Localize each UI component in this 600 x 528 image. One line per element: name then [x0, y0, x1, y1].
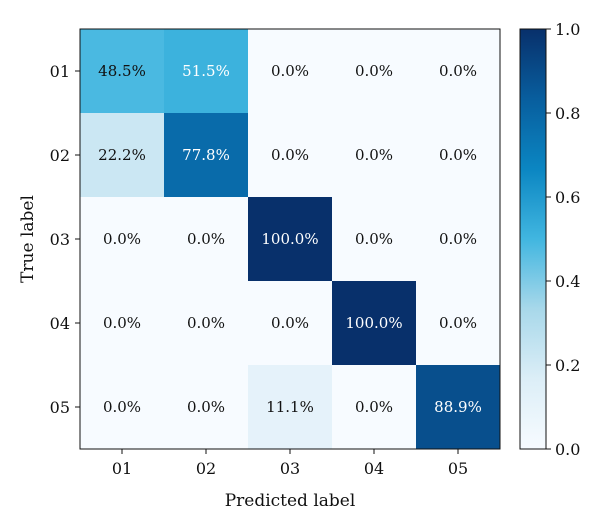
cell-label-03-05: 0.0% — [439, 230, 477, 248]
x-tick-label-03: 03 — [280, 459, 300, 478]
y-tick-label-04: 04 — [50, 314, 70, 333]
cell-label-05-04: 0.0% — [355, 398, 393, 416]
cell-label-01-04: 0.0% — [355, 62, 393, 80]
colorbar-tick-label-0.6: 0.6 — [555, 188, 580, 207]
heatmap-cell-03-01 — [80, 197, 164, 281]
colorbar-tick-label-0.8: 0.8 — [555, 104, 580, 123]
heatmap-cell-03-05 — [416, 197, 500, 281]
cell-label-04-01: 0.0% — [103, 314, 141, 332]
cell-label-03-04: 0.0% — [355, 230, 393, 248]
colorbar-tick-label-0.0: 0.0 — [555, 440, 580, 459]
heatmap-cell-03-04 — [332, 197, 416, 281]
heatmap-cell-02-01 — [80, 113, 164, 197]
y-tick-label-05: 05 — [50, 398, 70, 417]
y-axis-title: True label — [18, 195, 38, 283]
cell-label-01-05: 0.0% — [439, 62, 477, 80]
cell-label-04-04: 100.0% — [345, 314, 402, 332]
heatmap-cell-05-05 — [416, 365, 500, 449]
y-axis: 01 02 03 04 05 — [50, 62, 80, 417]
cell-label-02-02: 77.8% — [182, 146, 230, 164]
heatmap-cells: 48.5% 51.5% 0.0% 0.0% 0.0% 22.2% 77.8% 0.0% 0.0%… — [80, 29, 500, 449]
cell-label-05-05: 88.9% — [434, 398, 482, 416]
heatmap-cell-03-02 — [164, 197, 248, 281]
y-tick-label-02: 02 — [50, 146, 70, 165]
heatmap-cell-04-02 — [164, 281, 248, 365]
cell-label-01-03: 0.0% — [271, 62, 309, 80]
x-tick-label-02: 02 — [196, 459, 216, 478]
x-tick-label-05: 05 — [448, 459, 468, 478]
heatmap-cell-01-04 — [332, 29, 416, 113]
cell-label-04-03: 0.0% — [271, 314, 309, 332]
x-tick-label-04: 04 — [364, 459, 384, 478]
heatmap-cell-02-03 — [248, 113, 332, 197]
x-tick-label-01: 01 — [112, 459, 132, 478]
heatmap-cell-01-01 — [80, 29, 164, 113]
cell-label-03-03: 100.0% — [261, 230, 318, 248]
heatmap-cell-04-04 — [332, 281, 416, 365]
cell-label-01-02: 51.5% — [182, 62, 230, 80]
cell-label-03-02: 0.0% — [187, 230, 225, 248]
cell-label-01-01: 48.5% — [98, 62, 146, 80]
heatmap-cell-05-02 — [164, 365, 248, 449]
colorbar-axis: 0.0 0.2 0.4 0.6 0.8 1.0 — [546, 20, 580, 459]
heatmap-cell-02-05 — [416, 113, 500, 197]
heatmap-cell-04-01 — [80, 281, 164, 365]
colorbar-tick-label-1.0: 1.0 — [555, 20, 580, 39]
cell-label-02-04: 0.0% — [355, 146, 393, 164]
heatmap-cell-05-01 — [80, 365, 164, 449]
heatmap-cell-01-05 — [416, 29, 500, 113]
y-tick-label-03: 03 — [50, 230, 70, 249]
heatmap-cell-01-03 — [248, 29, 332, 113]
cell-label-02-01: 22.2% — [98, 146, 146, 164]
cell-label-03-01: 0.0% — [103, 230, 141, 248]
heatmap-cell-04-05 — [416, 281, 500, 365]
heatmap-cell-05-04 — [332, 365, 416, 449]
heatmap-cell-02-04 — [332, 113, 416, 197]
heatmap-cell-03-03 — [248, 197, 332, 281]
heatmap-cell-05-03 — [248, 365, 332, 449]
heatmap-cell-01-02 — [164, 29, 248, 113]
cell-label-02-03: 0.0% — [271, 146, 309, 164]
cell-label-05-02: 0.0% — [187, 398, 225, 416]
colorbar-tick-label-0.4: 0.4 — [555, 272, 580, 291]
x-axis: 01 02 03 04 05 — [112, 449, 468, 478]
cell-label-04-02: 0.0% — [187, 314, 225, 332]
colorbar-tick-label-0.2: 0.2 — [555, 356, 580, 375]
x-axis-title: Predicted label — [225, 491, 356, 511]
cell-label-04-05: 0.0% — [439, 314, 477, 332]
heatmap-cell-02-02 — [164, 113, 248, 197]
cell-label-02-05: 0.0% — [439, 146, 477, 164]
cell-label-05-03: 11.1% — [266, 398, 314, 416]
cell-label-05-01: 0.0% — [103, 398, 141, 416]
colorbar — [519, 28, 547, 450]
y-tick-label-01: 01 — [50, 62, 70, 81]
heatmap-cell-04-03 — [248, 281, 332, 365]
